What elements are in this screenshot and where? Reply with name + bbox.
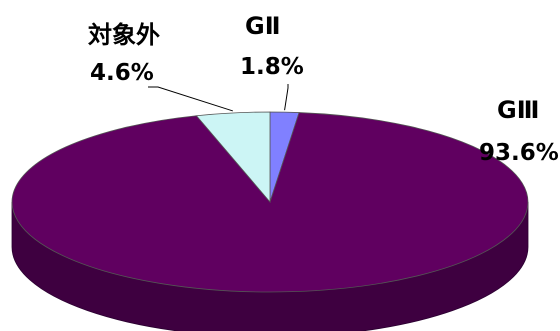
leader-line-g2	[284, 84, 289, 111]
pie-slices	[11, 111, 529, 293]
leader-line-taishogai	[148, 86, 233, 112]
data-labels: 対象外 4.6% GⅡ 1.8% GⅢ 93.6%	[88, 12, 559, 166]
label-g3-name: GⅢ	[497, 96, 539, 124]
label-g2-value: 1.8%	[240, 54, 304, 80]
label-taishogai-name: 対象外	[88, 21, 160, 49]
slice-taishogai	[195, 111, 271, 204]
label-leader-lines	[148, 84, 289, 112]
label-taishogai-value: 4.6%	[90, 60, 154, 86]
label-g2-name: GⅡ	[245, 12, 281, 40]
label-g3-value: 93.6%	[479, 140, 559, 166]
